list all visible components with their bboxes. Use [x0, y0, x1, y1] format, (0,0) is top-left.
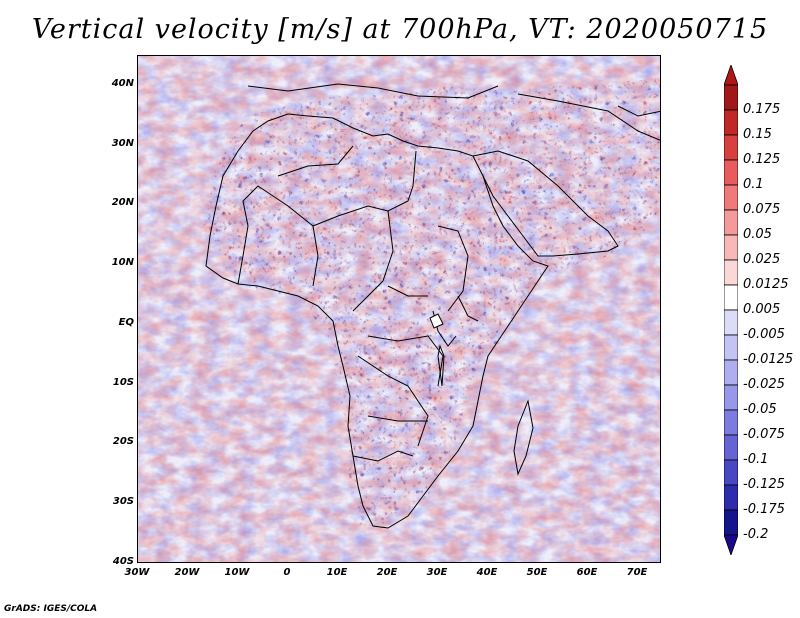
colorbar-swatch — [724, 109, 738, 136]
colorbar-swatch — [724, 384, 738, 411]
lon-label-30e: 30E — [426, 567, 448, 578]
coastline-borders — [205, 83, 660, 529]
lon-label-10w: 10W — [224, 567, 250, 578]
colorbar-label: 0.175 — [743, 102, 781, 117]
colorbar-label: -0.075 — [743, 427, 785, 442]
colorbar-swatch — [724, 309, 738, 336]
colorbar-label: 0.125 — [743, 152, 781, 167]
colorbar — [724, 65, 738, 555]
colorbar-swatch — [724, 209, 738, 236]
colorbar-swatch — [724, 184, 738, 211]
colorbar-label: 0.0125 — [743, 277, 789, 292]
colorbar-swatch — [724, 484, 738, 511]
colorbar-label: 0.025 — [743, 252, 781, 267]
colorbar-label: 0.15 — [743, 127, 772, 142]
map-field — [138, 56, 660, 562]
colorbar-swatch — [724, 259, 738, 286]
lon-label-20w: 20W — [174, 567, 200, 578]
colorbar-bottom-arrow — [724, 534, 738, 555]
colorbar-swatch — [724, 159, 738, 186]
colorbar-label: 0.1 — [743, 177, 764, 192]
lat-label-eq: EQ — [118, 317, 134, 328]
colorbar-label: -0.005 — [743, 327, 785, 342]
colorbar-label: -0.1 — [743, 452, 769, 467]
lon-label-60e: 60E — [576, 567, 598, 578]
lon-label-20e: 20E — [376, 567, 398, 578]
colorbar-swatch — [724, 284, 738, 311]
lon-label-0: 0 — [283, 567, 291, 578]
chart-title: Vertical velocity [m/s] at 700hPa, VT: 2… — [31, 14, 769, 45]
colorbar-swatch — [724, 359, 738, 386]
colorbar-swatch — [724, 509, 738, 536]
colorbar-label: 0.005 — [743, 302, 781, 317]
credit-text: GrADS: IGES/COLA — [4, 604, 98, 614]
lat-label-40s: 40S — [112, 556, 134, 567]
colorbar-label: -0.05 — [743, 402, 777, 417]
lon-label-70e: 70E — [626, 567, 648, 578]
colorbar-label: -0.0125 — [743, 352, 794, 367]
colorbar-label: 0.05 — [743, 227, 772, 242]
colorbar-label: -0.175 — [743, 502, 785, 517]
colorbar-swatch — [724, 434, 738, 461]
colorbar-label: -0.025 — [743, 377, 785, 392]
colorbar-swatch — [724, 84, 738, 111]
lon-label-10e: 10E — [326, 567, 348, 578]
lat-label-40n: 40N — [111, 78, 134, 89]
lon-label-50e: 50E — [526, 567, 548, 578]
colorbar-label: -0.125 — [743, 477, 785, 492]
lat-label-10n: 10N — [111, 257, 134, 268]
colorbar-top-arrow — [724, 65, 738, 86]
colorbar-swatch — [724, 459, 738, 486]
lon-label-30w: 30W — [124, 567, 150, 578]
lat-label-20s: 20S — [112, 436, 134, 447]
lat-label-30s: 30S — [112, 496, 134, 507]
lat-label-20n: 20N — [111, 197, 134, 208]
lat-label-30n: 30N — [111, 138, 134, 149]
colorbar-label: 0.075 — [743, 202, 781, 217]
colorbar-swatch — [724, 234, 738, 261]
colorbar-swatch — [724, 334, 738, 361]
colorbar-label: -0.2 — [743, 527, 769, 542]
colorbar-swatch — [724, 134, 738, 161]
velocity-map — [137, 55, 661, 563]
lon-label-40e: 40E — [476, 567, 498, 578]
colorbar-swatch — [724, 409, 738, 436]
lat-label-10s: 10S — [112, 377, 134, 388]
